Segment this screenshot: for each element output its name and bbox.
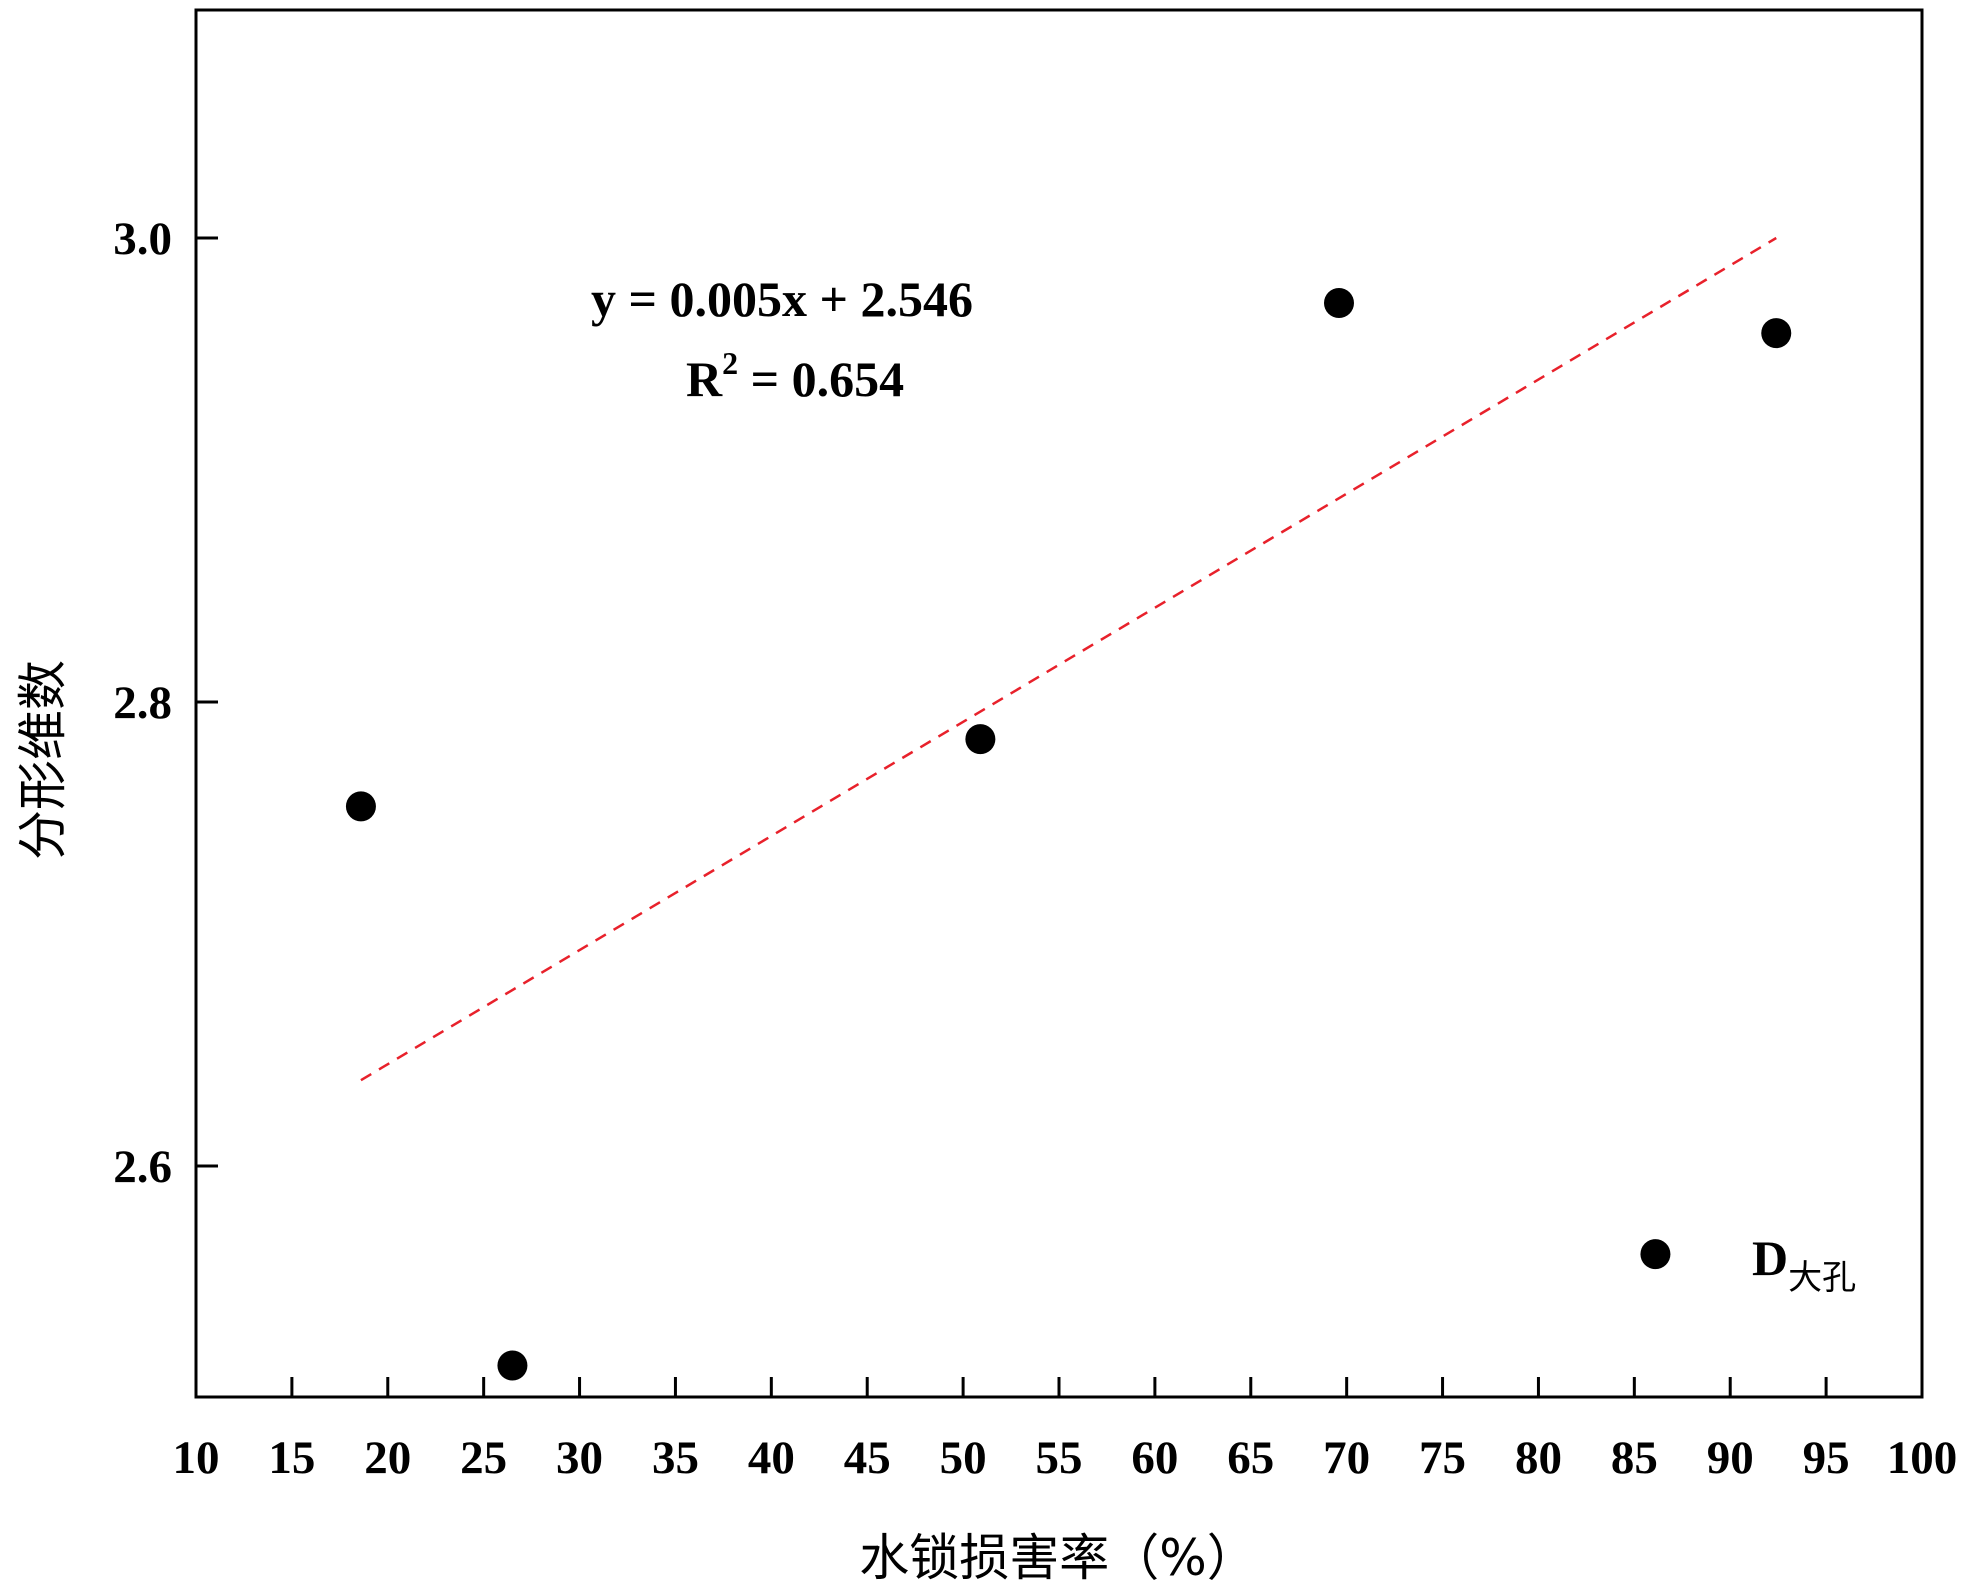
data-points <box>345 287 1792 1381</box>
x-tick-label: 85 <box>1611 1432 1658 1484</box>
y-tick-label: 3.0 <box>113 213 172 265</box>
x-tick-label: 100 <box>1887 1432 1958 1484</box>
data-point <box>1640 1239 1671 1270</box>
x-tick-label: 50 <box>940 1432 987 1484</box>
data-point <box>1761 318 1792 349</box>
x-tick-label: 10 <box>173 1432 220 1484</box>
data-point <box>345 791 376 822</box>
x-tick-label: 75 <box>1419 1432 1466 1484</box>
series-label-subscript: 大孔 <box>1788 1258 1856 1298</box>
x-tick-label: 60 <box>1131 1432 1178 1484</box>
x-tick-label: 65 <box>1227 1432 1274 1484</box>
series-label: D大孔 <box>1752 1230 1856 1298</box>
y-axis-title: 分形维数 <box>14 660 72 860</box>
r-squared-superscript: 2 <box>722 345 738 381</box>
x-tick-label: 95 <box>1803 1432 1850 1484</box>
x-tick-label: 20 <box>364 1432 411 1484</box>
x-tick-label: 15 <box>268 1432 315 1484</box>
series-label-main: D <box>1752 1230 1788 1286</box>
r-squared-value: = 0.654 <box>738 351 904 407</box>
data-point <box>497 1350 528 1381</box>
x-tick-label: 55 <box>1036 1432 1083 1484</box>
r-squared-prefix: R <box>686 351 723 407</box>
data-point <box>965 724 996 755</box>
x-axis-ticks: 10 15 20 25 30 35 40 45 50 55 60 65 70 75 80 85 90 95 100 <box>173 1377 1958 1484</box>
trend-line <box>360 236 1777 1082</box>
x-tick-label: 40 <box>748 1432 795 1484</box>
x-tick-label: 70 <box>1323 1432 1370 1484</box>
r-squared-annotation: R2 = 0.654 <box>686 345 904 407</box>
x-tick-label: 35 <box>652 1432 699 1484</box>
x-tick-label: 80 <box>1515 1432 1562 1484</box>
x-tick-label: 25 <box>460 1432 507 1484</box>
plot-frame <box>194 8 1924 1399</box>
x-tick-label: 30 <box>556 1432 603 1484</box>
x-axis-title: 水锁损害率（%） <box>859 1529 1257 1587</box>
y-axis-ticks: 2.6 2.8 3.0 <box>113 213 218 1193</box>
y-tick-label: 2.6 <box>113 1141 172 1193</box>
x-tick-label: 45 <box>844 1432 891 1484</box>
equation-annotation: y = 0.005x + 2.546 <box>591 271 973 327</box>
y-tick-label: 2.8 <box>113 677 172 729</box>
x-tick-label: 90 <box>1707 1432 1754 1484</box>
data-point <box>1323 287 1354 318</box>
